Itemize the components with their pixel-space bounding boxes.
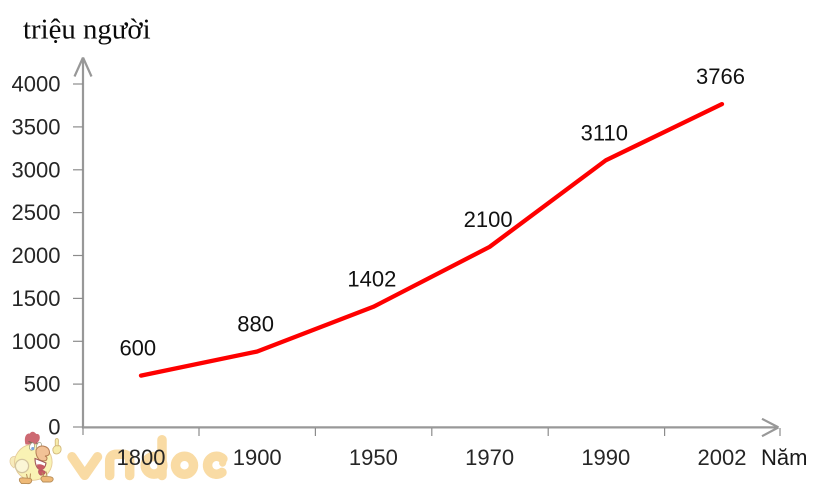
svg-text:1402: 1402 [347, 267, 396, 292]
svg-text:1800: 1800 [117, 445, 166, 470]
svg-text:3000: 3000 [12, 157, 61, 182]
svg-text:1000: 1000 [12, 329, 61, 354]
svg-text:Năm: Năm [761, 445, 807, 470]
svg-text:1990: 1990 [581, 445, 630, 470]
svg-text:600: 600 [119, 336, 156, 361]
svg-text:880: 880 [237, 312, 274, 337]
svg-text:2000: 2000 [12, 243, 61, 268]
svg-text:2002: 2002 [698, 445, 747, 470]
svg-text:3110: 3110 [581, 120, 628, 145]
svg-text:triệu người: triệu người [23, 14, 151, 46]
svg-text:1900: 1900 [233, 445, 282, 470]
svg-text:3500: 3500 [12, 115, 61, 140]
svg-text:4000: 4000 [12, 72, 61, 97]
svg-text:3766: 3766 [696, 64, 745, 89]
svg-text:2100: 2100 [464, 207, 513, 232]
svg-text:1500: 1500 [12, 286, 61, 311]
svg-text:2500: 2500 [12, 200, 61, 225]
svg-text:0: 0 [48, 415, 60, 440]
svg-text:500: 500 [24, 372, 61, 397]
svg-text:1950: 1950 [349, 445, 398, 470]
svg-text:1970: 1970 [465, 445, 514, 470]
